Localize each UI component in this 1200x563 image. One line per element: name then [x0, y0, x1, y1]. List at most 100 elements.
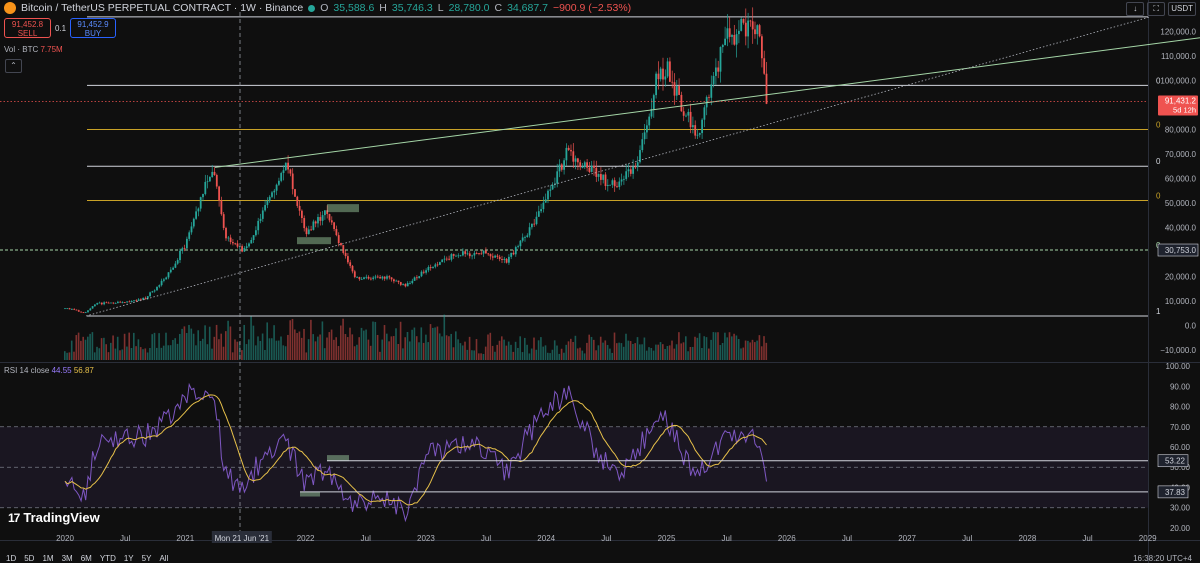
- candle-body: [218, 186, 220, 201]
- volume-bar: [438, 333, 441, 360]
- candle-body: [264, 205, 266, 211]
- candle-body: [519, 240, 522, 247]
- candle-body: [307, 229, 310, 235]
- volume-bar: [505, 345, 508, 360]
- volume-bar: [190, 328, 193, 360]
- tradingview-logo[interactable]: 17 TradingView: [8, 510, 100, 525]
- volume-bar: [192, 333, 195, 360]
- time-axis-separator: [0, 540, 1200, 541]
- volume-bar: [181, 328, 183, 360]
- timeframe-3m[interactable]: 3M: [61, 554, 73, 563]
- volume-bar: [721, 342, 724, 360]
- candle-body: [733, 34, 736, 45]
- volume-bar: [268, 338, 271, 360]
- volume-bar: [372, 321, 374, 360]
- volume-bar: [735, 335, 738, 360]
- timeframe-all[interactable]: All: [159, 554, 169, 563]
- candle-body: [335, 228, 338, 236]
- volume-bar: [586, 342, 588, 360]
- volume-bar: [133, 332, 135, 360]
- candle-body: [473, 253, 476, 256]
- volume-bar: [524, 337, 526, 360]
- timeframe-1d[interactable]: 1D: [6, 554, 17, 563]
- candle-body: [754, 29, 756, 35]
- timeframe-1y[interactable]: 1Y: [123, 554, 134, 563]
- candle-body: [186, 238, 188, 249]
- candle-body: [119, 301, 122, 303]
- candle-body: [261, 210, 264, 219]
- volume-bar: [91, 332, 94, 360]
- candle-body: [678, 86, 680, 95]
- volume-bar: [305, 352, 308, 360]
- sell-button[interactable]: 91,452.8 SELL: [4, 18, 51, 38]
- candle-body: [158, 285, 161, 287]
- volume-bar: [158, 333, 160, 360]
- volume-legend[interactable]: Vol · BTC 7.75M: [4, 45, 63, 54]
- volume-bar: [220, 333, 222, 360]
- timeframe-6m[interactable]: 6M: [80, 554, 92, 563]
- candle-body: [386, 276, 388, 279]
- candle-body: [685, 115, 687, 117]
- volume-bar: [501, 336, 503, 360]
- candle-body: [84, 312, 87, 313]
- timeframe-1m[interactable]: 1M: [42, 554, 54, 563]
- volume-bar: [176, 343, 179, 360]
- timeframe-5d[interactable]: 5D: [24, 554, 35, 563]
- timeframe-5y[interactable]: 5Y: [141, 554, 152, 563]
- candle-body: [202, 194, 204, 198]
- candle-body: [671, 81, 674, 83]
- candle-body: [225, 227, 227, 239]
- candle-body: [363, 277, 365, 280]
- rsi-tick-label: 60.00: [1170, 443, 1191, 452]
- candle-body: [310, 229, 312, 231]
- symbol-title[interactable]: Bitcoin / TetherUS PERPETUAL CONTRACT · …: [21, 2, 304, 14]
- time-tick-label: 2028: [1019, 534, 1037, 543]
- candle-body: [160, 280, 163, 286]
- candle-body: [227, 237, 230, 239]
- volume-bar: [303, 328, 305, 360]
- candle-body: [726, 28, 729, 39]
- volume-bar: [218, 339, 220, 360]
- timeframe-ytd[interactable]: YTD: [99, 554, 116, 563]
- candle-body: [710, 84, 713, 98]
- volume-bar: [277, 340, 280, 360]
- volume-bar: [464, 341, 466, 360]
- order-quantity[interactable]: 0.1: [55, 24, 67, 33]
- scroll-down-button[interactable]: ↓: [1126, 2, 1145, 16]
- price-tick-label: 10,000.0: [1165, 297, 1197, 306]
- volume-bar: [482, 353, 485, 360]
- volume-bar: [705, 337, 708, 360]
- volume-bar: [392, 336, 395, 360]
- volume-bar: [494, 351, 496, 360]
- volume-bar: [687, 351, 689, 360]
- volume-bar: [291, 318, 294, 360]
- candle-body: [393, 279, 395, 282]
- volume-bar: [422, 342, 425, 360]
- candle-body: [517, 246, 519, 248]
- candle-body: [296, 196, 299, 206]
- candle-body: [740, 19, 743, 31]
- candle-body: [508, 256, 510, 263]
- volume-bar: [248, 339, 250, 360]
- volume-bar: [105, 344, 107, 360]
- volume-bar: [353, 346, 356, 360]
- buy-button[interactable]: 91,452.9 BUY: [70, 18, 116, 38]
- candle-body: [731, 34, 733, 37]
- candle-body: [512, 252, 515, 255]
- candle-body: [344, 252, 347, 257]
- rsi-legend[interactable]: RSI 14 close 44.55 56.87: [4, 366, 94, 375]
- volume-bar: [264, 349, 266, 360]
- fullscreen-button[interactable]: ⛶: [1147, 2, 1166, 16]
- candle-body: [328, 213, 331, 221]
- volume-bar: [563, 352, 565, 360]
- volume-bar: [445, 335, 448, 360]
- candle-body: [234, 243, 237, 245]
- volume-bar: [480, 353, 482, 360]
- currency-selector[interactable]: USDT: [1168, 2, 1196, 16]
- price-tick-label: 20,000.0: [1165, 272, 1197, 281]
- volume-bar: [689, 346, 692, 360]
- collapse-legend-button[interactable]: ⌃: [5, 59, 22, 73]
- candle-body: [404, 284, 407, 287]
- volume-bar: [583, 353, 586, 360]
